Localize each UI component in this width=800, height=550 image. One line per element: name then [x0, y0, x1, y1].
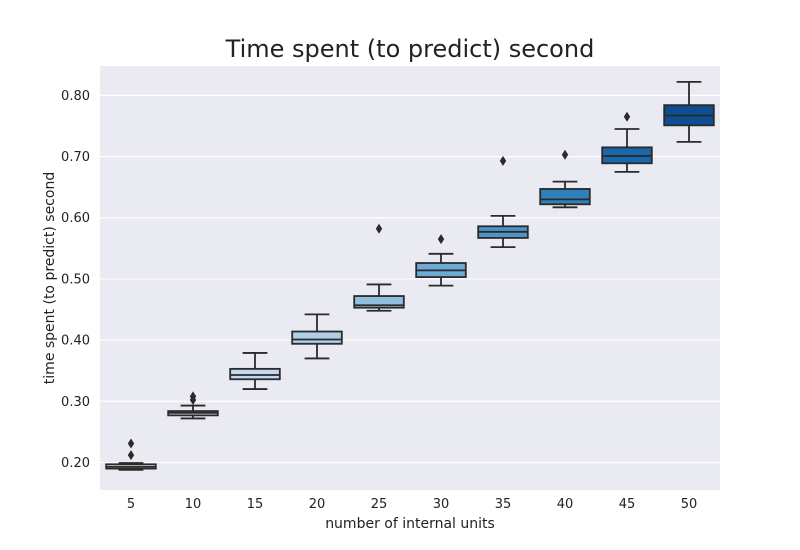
- y-tick-label: 0.30: [61, 395, 90, 410]
- outlier-point: [623, 111, 631, 122]
- box-5: [105, 438, 157, 471]
- y-tick-label: 0.60: [61, 211, 90, 226]
- y-tick-labels: 0.20 0.30 0.40 0.50 0.60 0.70 0.80: [61, 89, 90, 471]
- x-tick-label: 15: [247, 497, 264, 512]
- y-tick-label: 0.20: [61, 456, 90, 471]
- x-tick-label: 50: [681, 497, 698, 512]
- outlier-point: [127, 438, 135, 449]
- y-tick-label: 0.80: [61, 89, 90, 104]
- x-tick-label: 25: [371, 497, 388, 512]
- y-tick-label: 0.40: [61, 334, 90, 349]
- chart-title: Time spent (to predict) second: [225, 35, 595, 63]
- x-tick-label: 10: [185, 497, 202, 512]
- y-axis-label: time spent (to predict) second: [42, 172, 58, 384]
- box-35: [477, 155, 529, 249]
- x-tick-label: 45: [619, 497, 636, 512]
- box-15: [229, 352, 281, 390]
- box-30: [415, 234, 467, 287]
- y-tick-label: 0.50: [61, 272, 90, 287]
- box-10: [167, 391, 219, 420]
- iqr-box: [353, 295, 405, 309]
- box-50: [663, 81, 715, 143]
- box-20: [291, 313, 343, 360]
- box-25: [353, 223, 405, 312]
- outlier-point: [499, 155, 507, 166]
- outlier-point: [375, 223, 383, 234]
- x-tick-label: 20: [309, 497, 326, 512]
- x-axis-label: number of internal units: [325, 516, 495, 532]
- outlier-point: [189, 391, 197, 402]
- box-45: [601, 111, 653, 173]
- outlier-point: [561, 149, 569, 160]
- y-tick-label: 0.70: [61, 150, 90, 165]
- x-tick-label: 5: [127, 497, 135, 512]
- x-tick-labels: 5 10 15 20 25 30 35 40 45 50: [127, 497, 697, 512]
- iqr-box: [539, 188, 591, 206]
- x-tick-label: 30: [433, 497, 450, 512]
- outlier-point: [127, 450, 135, 461]
- plot-background: [100, 66, 720, 490]
- x-tick-label: 40: [557, 497, 574, 512]
- box-series: [105, 81, 715, 471]
- box-40: [539, 149, 591, 209]
- iqr-box: [291, 330, 343, 345]
- x-tick-label: 35: [495, 497, 512, 512]
- outlier-point: [437, 234, 445, 245]
- iqr-box: [229, 367, 281, 381]
